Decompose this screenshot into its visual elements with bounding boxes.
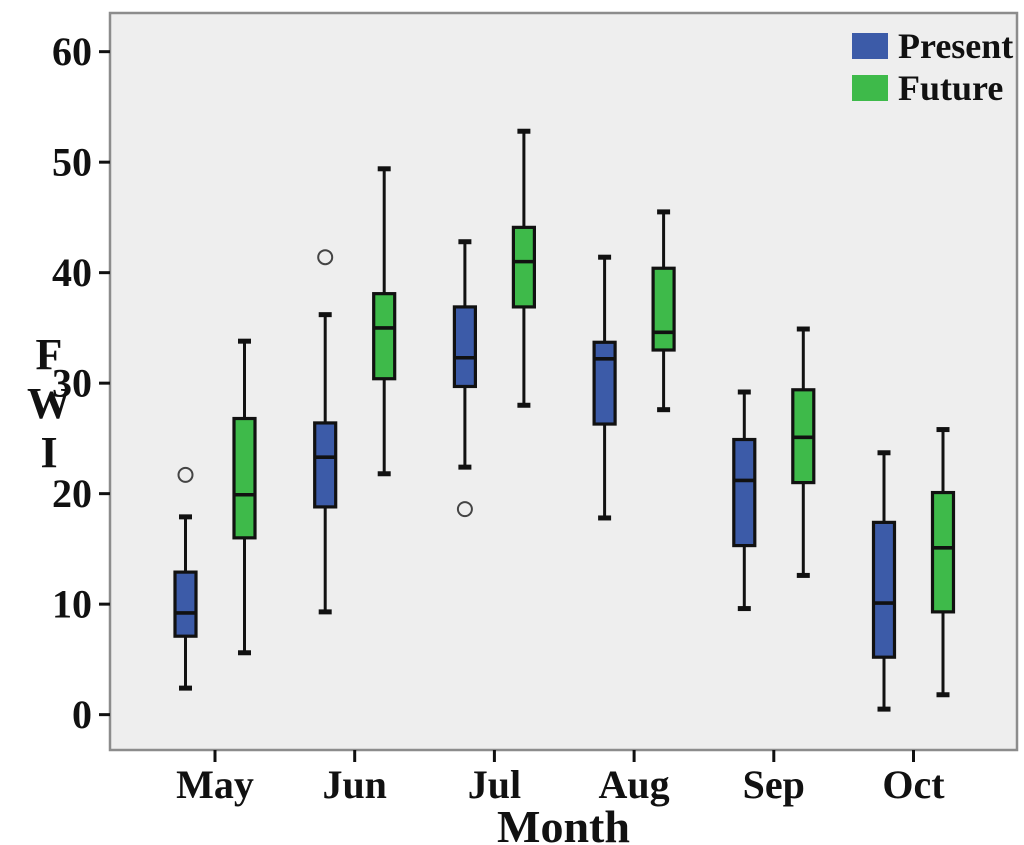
x-tick-label: Aug — [599, 762, 670, 807]
x-tick-label: Sep — [743, 762, 805, 807]
box-present-sep — [732, 437, 757, 548]
box-future-oct — [930, 490, 956, 614]
y-tick-label: 30 — [52, 361, 92, 406]
box-future-jul — [511, 225, 537, 309]
legend-entry-future: Future — [852, 70, 1013, 106]
box-present-jul — [452, 305, 477, 389]
y-axis-title: F W I — [14, 330, 84, 477]
box-future-jun — [372, 292, 397, 381]
box-present-may — [173, 570, 198, 638]
box-future-may — [232, 416, 257, 540]
y-axis-title-letter: F — [35, 330, 63, 379]
box-present-jul-outlier-point — [456, 501, 473, 518]
y-tick-label: 20 — [52, 471, 92, 516]
legend-swatch-present-icon — [852, 33, 888, 59]
box-present-oct — [871, 520, 897, 659]
plot-area — [108, 11, 1019, 752]
box-future-aug — [651, 266, 676, 352]
y-tick-label: 40 — [52, 250, 92, 295]
y-tick-label: 50 — [52, 140, 92, 185]
box-present-aug — [592, 340, 617, 426]
x-tick-label: Jul — [468, 762, 521, 807]
box-present-jun-outlier-point — [317, 249, 334, 266]
legend-swatch-future-icon — [852, 75, 888, 101]
box-present-may-outlier-point — [177, 466, 194, 483]
y-tick-label: 10 — [52, 582, 92, 627]
box-present-jun — [313, 421, 338, 509]
y-tick-label: 60 — [52, 29, 92, 74]
y-axis-title-letter: I — [40, 428, 58, 477]
y-axis-title-letter: W — [27, 379, 71, 428]
legend-entry-present: Present — [852, 28, 1013, 64]
legend-label-future: Future — [898, 68, 1004, 108]
legend-label-present: Present — [898, 26, 1014, 66]
x-axis-title: Month — [497, 801, 630, 845]
y-tick-label: 0 — [72, 692, 92, 737]
legend: Present Future — [852, 28, 1013, 106]
x-tick-label: Oct — [882, 762, 945, 807]
x-tick-label: May — [176, 762, 254, 807]
x-tick-label: Jun — [322, 762, 387, 807]
